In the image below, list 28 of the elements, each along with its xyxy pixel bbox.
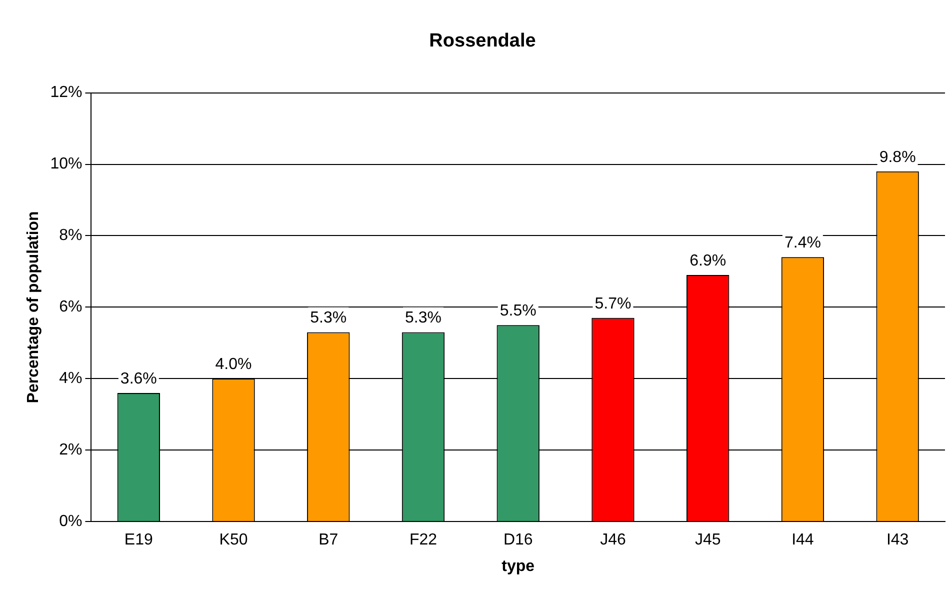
chart-title: Rossendale (429, 30, 536, 52)
x-tick-label: J45 (694, 532, 721, 549)
x-tick-label: D16 (503, 532, 533, 549)
x-tick-label: E19 (124, 532, 153, 549)
y-axis-title: Percentage of population (25, 211, 42, 404)
data-label: 9.8% (879, 148, 916, 166)
data-label: 7.4% (784, 234, 821, 252)
y-tick-label: 0% (59, 513, 82, 530)
y-tick-label: 4% (59, 370, 82, 388)
x-axis-title: type (502, 558, 535, 575)
x-tick-label: K50 (219, 532, 248, 549)
data-label: 5.5% (500, 302, 536, 320)
x-tick-label: I43 (886, 532, 909, 549)
x-tick-label: F22 (409, 532, 438, 549)
y-tick-label: 2% (59, 442, 82, 459)
data-label: 5.3% (405, 310, 442, 327)
data-label: 4.0% (215, 356, 252, 374)
x-tick-label: I44 (792, 532, 814, 549)
x-tick-label: J46 (600, 532, 626, 549)
data-label: 6.9% (690, 252, 726, 270)
y-tick-label: 8% (59, 227, 82, 244)
y-tick-label: 6% (59, 298, 82, 316)
data-label: 3.6% (120, 370, 157, 388)
y-tick-label: 10% (50, 156, 82, 173)
data-label: 5.3% (310, 310, 347, 327)
y-tick-label: 12% (50, 84, 82, 102)
data-label: 5.7% (594, 295, 632, 312)
x-tick-label: B7 (318, 532, 338, 549)
